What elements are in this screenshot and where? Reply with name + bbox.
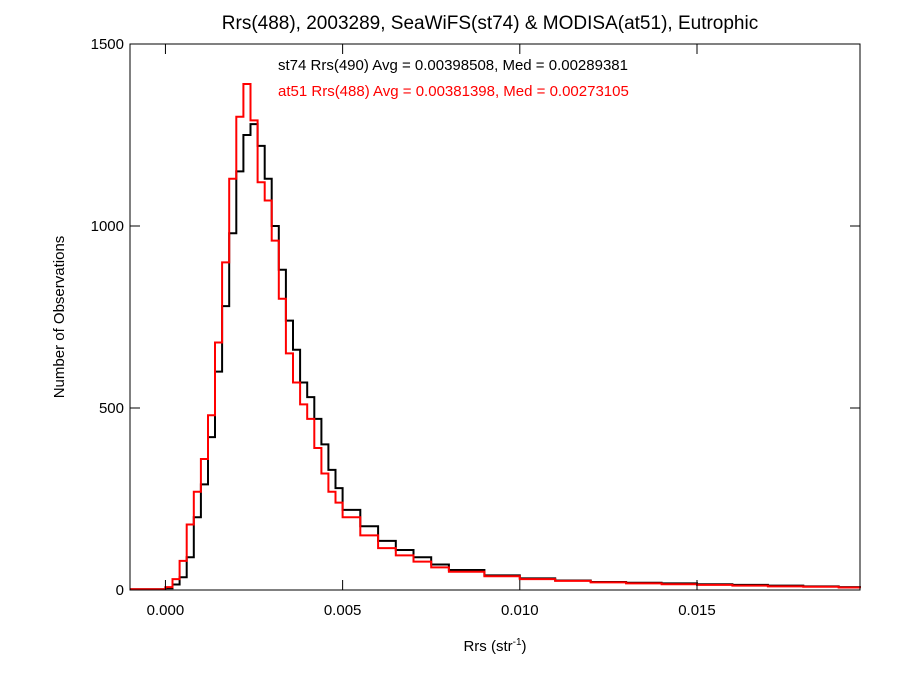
x-tick-label: 0.000 — [147, 602, 185, 619]
x-tick-label: 0.010 — [501, 602, 539, 619]
x-axis-label: Rrs (str-1) — [463, 637, 526, 655]
x-axis-label-suffix: ) — [522, 638, 527, 655]
legend-entry-at51: at51 Rrs(488) Avg = 0.00381398, Med = 0.… — [278, 83, 629, 100]
y-tick-label: 1000 — [91, 218, 124, 235]
y-tick-label: 1500 — [91, 36, 124, 53]
plot-frame — [129, 43, 861, 591]
x-tick-label: 0.005 — [324, 602, 362, 619]
series-layer — [130, 83, 861, 591]
plot-area: 0.000 0.005 0.010 0.015 0 500 1000 1500 — [91, 36, 861, 619]
chart-title: Rrs(488), 2003289, SeaWiFS(st74) & MODIS… — [222, 13, 758, 34]
x-axis-label-main: Rrs (str — [463, 638, 512, 655]
y-axis: 0 500 1000 1500 — [91, 36, 860, 599]
y-tick-label: 0 — [116, 582, 124, 599]
x-axis-label-superscript: -1 — [513, 637, 522, 648]
legend-entry-st74: st74 Rrs(490) Avg = 0.00398508, Med = 0.… — [278, 57, 628, 74]
x-axis: 0.000 0.005 0.010 0.015 — [147, 44, 716, 619]
y-tick-label: 500 — [99, 400, 124, 417]
y-axis-label: Number of Observations — [51, 236, 68, 399]
series-line-st74 — [130, 123, 861, 591]
series-line-at51 — [130, 83, 861, 591]
x-tick-label: 0.015 — [678, 602, 716, 619]
